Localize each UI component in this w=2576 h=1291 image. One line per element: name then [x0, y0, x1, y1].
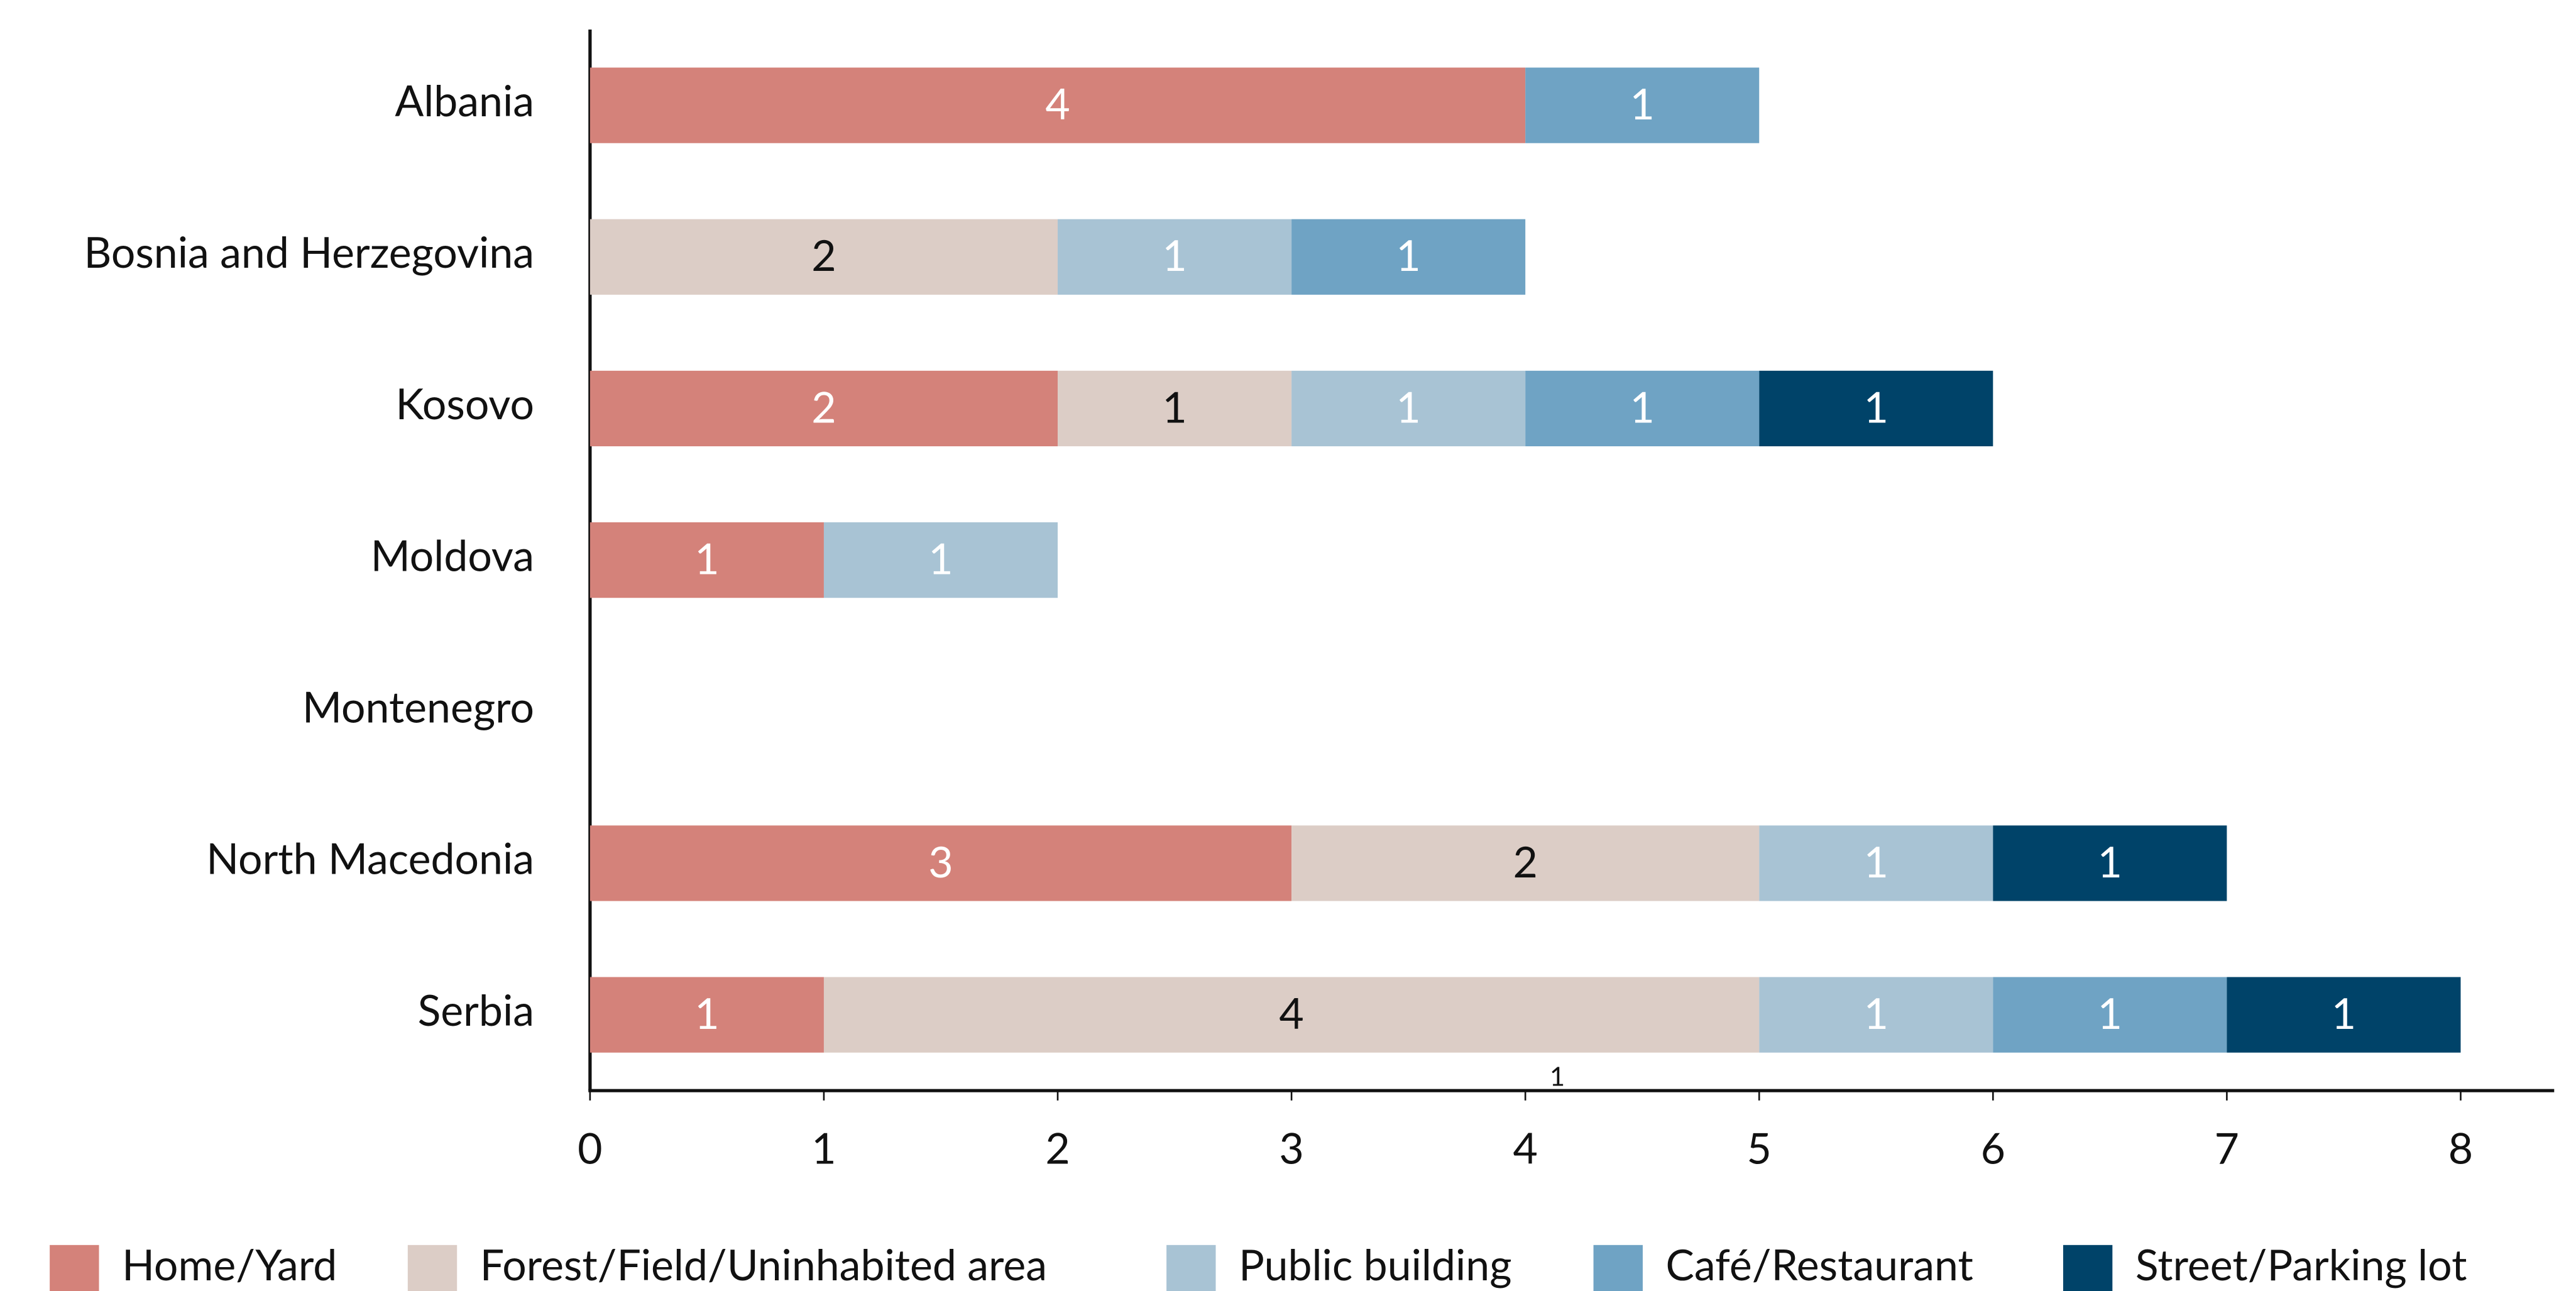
x-tick-label: 2 — [1045, 1123, 1070, 1173]
bar-segment — [1759, 977, 1993, 1053]
bar-segment — [1291, 370, 1526, 447]
bar-segment — [1759, 370, 1993, 447]
data-label: 1 — [2098, 987, 2122, 1038]
bar-segment — [1291, 219, 1526, 295]
bar-segment — [1291, 825, 1760, 901]
bar-segment — [1058, 370, 1292, 447]
legend-label: Public building — [1239, 1239, 1511, 1290]
data-label: 3 — [928, 836, 953, 887]
data-label: 1 — [1162, 381, 1187, 432]
x-tick-label: 3 — [1279, 1123, 1303, 1173]
y-tick-label: Bosnia and Herzegovina — [84, 226, 534, 277]
data-label: 1 — [1864, 381, 1888, 432]
data-label: 2 — [811, 381, 836, 432]
annotation: 1 — [1550, 1060, 1565, 1091]
x-tick-label: 0 — [578, 1123, 602, 1173]
bar-segment — [589, 977, 824, 1053]
legend-swatch — [1593, 1244, 1643, 1291]
bar-segment — [1525, 370, 1760, 447]
x-tick-label: 1 — [811, 1123, 836, 1173]
data-label: 1 — [1630, 78, 1655, 129]
bar-segment — [589, 522, 824, 598]
x-tick-label: 5 — [1747, 1123, 1772, 1173]
y-tick-label: North Macedonia — [206, 833, 534, 884]
bar-segment — [1759, 825, 1993, 901]
data-label: 1 — [2098, 836, 2122, 887]
data-label: 2 — [1513, 836, 1537, 887]
data-label: 1 — [1864, 987, 1888, 1038]
bar-segment — [1993, 977, 2227, 1053]
data-label: 1 — [1864, 836, 1888, 887]
bar-segment — [823, 522, 1058, 598]
legend-label: Home/Yard — [122, 1239, 337, 1290]
data-label: 4 — [1045, 78, 1070, 129]
data-label: 1 — [1630, 381, 1655, 432]
x-tick-label: 6 — [1981, 1123, 2005, 1173]
data-label: 1 — [928, 533, 953, 584]
bar-segment — [823, 977, 1760, 1053]
x-tick-label: 7 — [2215, 1123, 2239, 1173]
bar-segment — [589, 219, 1058, 295]
x-tick-label: 8 — [2448, 1123, 2473, 1173]
legend-label: Café/Restaurant — [1666, 1239, 1973, 1290]
legend-swatch — [1166, 1244, 1216, 1291]
y-tick-label: Serbia — [418, 984, 534, 1035]
bar-segment — [1525, 67, 1760, 143]
legend-swatch — [50, 1244, 99, 1291]
bar-segment — [589, 67, 1526, 143]
data-label: 1 — [1396, 381, 1420, 432]
bar-segment — [1058, 219, 1292, 295]
legend-swatch — [2063, 1244, 2113, 1291]
data-label: 1 — [1162, 229, 1187, 280]
legend-swatch — [407, 1244, 458, 1291]
data-label: 1 — [2332, 987, 2356, 1038]
bar-segment — [589, 825, 1292, 901]
y-tick-label: Montenegro — [302, 681, 534, 732]
data-label: 1 — [694, 533, 719, 584]
data-label: 1 — [1396, 229, 1420, 280]
legend-label: Street/Parking lot — [2135, 1239, 2467, 1290]
bar-segment — [589, 370, 1058, 447]
y-tick-label: Moldova — [371, 529, 534, 580]
data-label: 4 — [1279, 987, 1303, 1038]
x-tick-label: 4 — [1513, 1123, 1537, 1173]
legend-label: Forest/Field/Uninhabited area — [480, 1239, 1047, 1290]
data-label: 1 — [694, 987, 719, 1038]
y-tick-label: Kosovo — [395, 378, 534, 429]
bar-segment — [1993, 825, 2227, 901]
bar-segment — [2227, 977, 2461, 1053]
y-tick-label: Albania — [395, 75, 534, 126]
data-label: 2 — [811, 229, 836, 280]
